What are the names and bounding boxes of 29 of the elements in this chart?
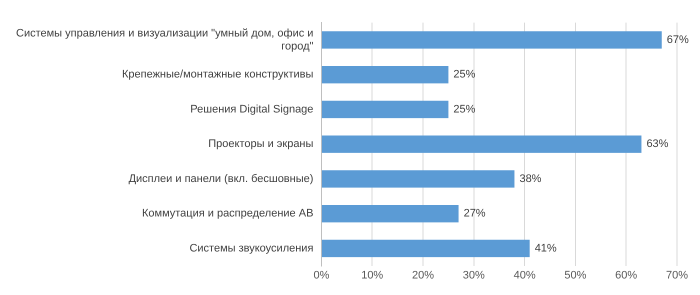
data-label: 27% xyxy=(464,208,486,220)
x-tick-label: 70% xyxy=(666,269,688,282)
x-tick-label: 50% xyxy=(564,269,587,282)
data-label: 25% xyxy=(453,68,476,81)
x-tick-label: 0% xyxy=(313,269,330,282)
x-tick-label: 10% xyxy=(361,269,384,282)
bar xyxy=(322,205,459,222)
x-tick-label: 40% xyxy=(514,269,536,282)
y-tick-label: Крепежные/монтажные конструктивы xyxy=(122,68,314,81)
bar xyxy=(322,136,642,153)
bar xyxy=(322,240,530,258)
bar xyxy=(322,31,662,49)
data-label: 41% xyxy=(534,242,557,254)
bar xyxy=(322,170,514,188)
x-tick-label: 20% xyxy=(412,269,434,282)
data-label: 25% xyxy=(453,103,476,116)
y-tick-label: Коммутация и распределение АВ xyxy=(142,208,314,220)
bar xyxy=(322,66,448,84)
x-tick-label: 60% xyxy=(615,269,638,282)
y-tick-label: Дисплеи и панели (вкл. бесшовные) xyxy=(128,172,314,185)
y-tick-label: Решения Digital Signage xyxy=(190,103,314,116)
y-tick-label: Системы звукоусиления xyxy=(189,242,314,254)
data-label: 67% xyxy=(666,34,689,46)
x-tick-label: 30% xyxy=(462,269,486,282)
bar xyxy=(322,100,448,118)
y-tick-label: Системы управления и визуализации "умный дом, офис и город" xyxy=(16,27,314,53)
y-tick-label: Проекторы и экраны xyxy=(208,138,314,150)
data-label: 63% xyxy=(646,138,669,150)
data-label: 38% xyxy=(519,172,542,185)
